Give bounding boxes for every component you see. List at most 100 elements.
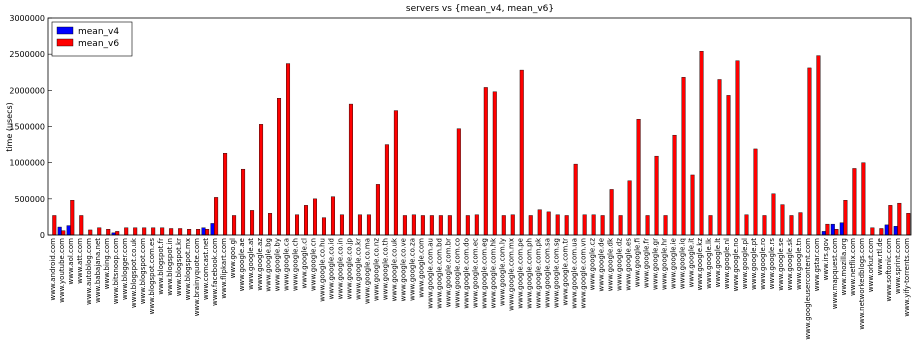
bar (830, 223, 835, 236)
bar (834, 229, 839, 236)
x-tick-label: www.google.at (247, 238, 255, 290)
bar (366, 214, 371, 236)
x-tick-label: www.google.rs (768, 238, 776, 290)
bar (825, 223, 830, 236)
x-tick-label: www.google.com (418, 238, 426, 298)
x-tick-label: www.networkedblogs.com (858, 238, 866, 330)
x-tick-label: www.irs.gov (822, 238, 830, 280)
bar (133, 227, 138, 236)
bar (411, 214, 416, 236)
x-tick-label: www.google.com.ec (472, 238, 480, 308)
bar (636, 119, 641, 236)
bar (223, 153, 228, 236)
bar (762, 215, 767, 236)
x-tick-label: www.google.fr (642, 238, 650, 288)
x-tick-label: www.google.hr (660, 238, 668, 290)
x-tick-label: www.brainyquote.com (193, 238, 201, 316)
x-tick-label: www.sprint.com (894, 238, 902, 294)
x-tick-label: www.google.lt (714, 238, 722, 288)
bar (312, 198, 317, 236)
x-tick-label: www.orkut.com (867, 238, 875, 292)
bar (645, 215, 650, 236)
bar (600, 215, 605, 236)
x-tick-label: www.mapquest.com (831, 238, 839, 309)
x-tick-label: www.google.cz (588, 238, 596, 291)
y-tick-label: 0 (40, 231, 45, 240)
bar (259, 124, 264, 236)
x-tick-label: www.blogspot.in (166, 238, 174, 296)
x-tick-label: www.google.com.pe (516, 238, 524, 309)
x-tick-label: www.google.it (687, 238, 695, 288)
x-tick-label: www.aol.com (67, 238, 75, 285)
bar (304, 205, 308, 236)
x-tick-label: www.google.dk (606, 237, 614, 291)
bar (528, 215, 533, 236)
bar (609, 189, 614, 236)
bar (501, 215, 506, 236)
x-tick-label: www.google.no (732, 238, 740, 291)
x-tick-label: www.google.nl (723, 238, 731, 289)
bar (852, 168, 857, 236)
x-tick-label: www.google.co.hu (319, 238, 327, 302)
bar (384, 144, 389, 236)
bar (663, 215, 668, 236)
bar (744, 214, 749, 236)
bar (393, 110, 398, 236)
bar (879, 228, 884, 236)
bar (893, 226, 898, 236)
legend-swatch (56, 38, 74, 47)
bar (681, 77, 686, 236)
x-tick-label: www.android.com (49, 238, 57, 301)
plot-frame (47, 17, 912, 236)
bar (178, 228, 183, 236)
x-tick-label: www.google.com.sa (543, 238, 551, 308)
x-tick-label: www.mozilla.org (840, 238, 848, 295)
x-tick-label: www.google.lk (705, 237, 713, 289)
x-tick-label: www.google.co.id (328, 238, 336, 299)
x-tick-label: www.google.sk (786, 237, 794, 290)
bar (241, 168, 246, 236)
bar (160, 227, 165, 236)
bar (888, 205, 893, 236)
bar (861, 162, 866, 236)
x-tick-label: www.google.co.ve (400, 238, 408, 301)
x-tick-label: www.google.by (274, 238, 282, 291)
bar (210, 223, 215, 236)
x-tick-label: www.att.com (76, 238, 84, 284)
x-tick-label: www.yify-torrents.com (903, 238, 911, 317)
x-tick-label: www.google.com.vn (579, 238, 587, 308)
x-tick-label: www.bitsnoop.com (112, 238, 120, 304)
bar (843, 200, 848, 236)
x-tick-label: www.google.com.ly (498, 238, 506, 306)
x-tick-label: www.blogspot.com.es (148, 238, 156, 315)
y-tick-label: 2500000 (9, 50, 45, 59)
x-tick-label: www.blogspot.mx (184, 238, 192, 300)
bar (375, 184, 380, 236)
bar (780, 204, 785, 236)
bar (456, 128, 461, 236)
bar (807, 67, 812, 236)
bar (286, 63, 291, 236)
bar (555, 214, 560, 236)
bar (546, 211, 551, 236)
x-tick-label: www.googleusercontent.com (804, 238, 812, 340)
bar (537, 209, 542, 236)
x-tick-label: www.google.com.eg (480, 238, 488, 309)
y-tick-label: 1500000 (9, 123, 45, 132)
x-tick-label: www.google.tn (795, 238, 803, 290)
x-tick-label: www.google.gr (651, 238, 659, 290)
x-tick-label: www.blogspot.co.uk (130, 237, 138, 308)
x-tick-label: www.blogspot.kr (175, 238, 183, 296)
bar (420, 215, 425, 236)
bar (277, 98, 282, 236)
bar (519, 69, 524, 236)
bar (106, 229, 111, 236)
bar (61, 230, 66, 236)
x-tick-label: www.blogspot.fr (157, 238, 165, 295)
x-tick-label: www.softonic.com (885, 238, 893, 302)
bar (357, 214, 362, 236)
x-tick-label: www.rtl.de (876, 238, 884, 275)
bar (295, 214, 300, 236)
x-tick-label: www.google.fi (633, 238, 641, 287)
